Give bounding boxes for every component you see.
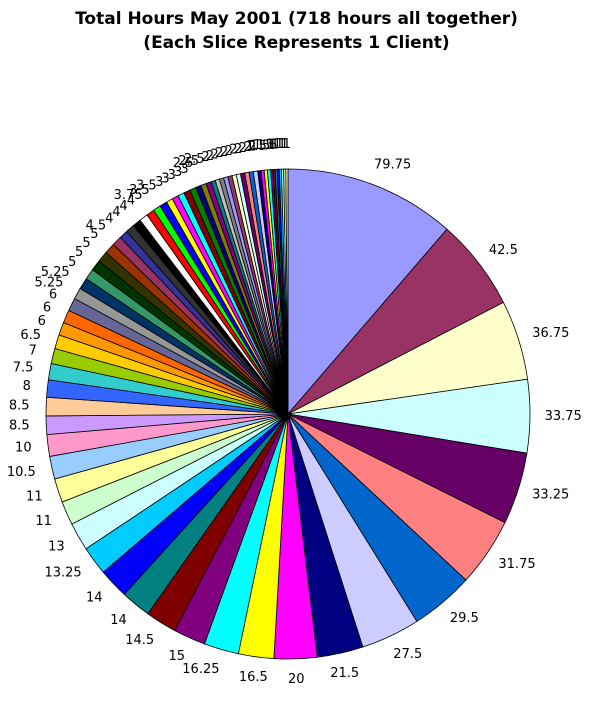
slice-label: 8.5 — [9, 398, 30, 413]
slice-label: 1 — [268, 138, 276, 153]
slice-label: 1 — [273, 137, 281, 152]
slice-label: 3.5 — [129, 183, 150, 198]
slice-label: 2 — [229, 143, 237, 158]
slice-label: 3 — [161, 171, 169, 186]
slice-label: 2 — [215, 146, 223, 161]
slice-label: 2.5 — [178, 154, 199, 169]
slice-label: 1.5 — [253, 138, 274, 153]
pie-slice — [287, 168, 448, 416]
slice-label: 36.75 — [532, 326, 569, 341]
slice-label: 33.75 — [545, 409, 582, 424]
slice-label: 14 — [110, 613, 127, 628]
slice-label: 4 — [119, 199, 127, 214]
slice-label: 6.5 — [20, 328, 41, 343]
slice-label: 21.5 — [330, 666, 359, 681]
slice-label: 20 — [288, 672, 305, 687]
chart-subtitle: (Each Slice Represents 1 Client) — [143, 33, 450, 53]
slice-label: 8 — [23, 379, 31, 394]
slice-label: 10.5 — [7, 465, 36, 480]
slice-label: 4 — [105, 212, 113, 227]
slice-label: 13.25 — [44, 566, 81, 581]
slice-label: 1 — [278, 137, 286, 152]
slice-label: 1 — [283, 137, 291, 152]
slice-label: 2 — [225, 144, 233, 159]
slice-label: 1 — [266, 138, 274, 153]
slice-label: 2 — [243, 140, 251, 155]
pie-labels: 79.7542.536.7533.7533.2531.7529.527.521.… — [7, 137, 582, 687]
slice-label: 1 — [271, 137, 279, 152]
slice-label: 1 — [275, 137, 283, 152]
slice-label: 5 — [68, 255, 76, 270]
slice-label: 2.5 — [184, 152, 205, 167]
slice-label: 2 — [201, 150, 209, 165]
slice-label: 6 — [38, 314, 46, 329]
slice-label: 1 — [280, 137, 288, 152]
slice-label: 5 — [82, 236, 90, 251]
pie-slice — [285, 168, 289, 415]
slice-label: 11 — [35, 514, 52, 529]
slice-label: 11 — [26, 490, 43, 505]
slice-label: 3 — [180, 162, 188, 177]
slice-label: 5.25 — [41, 265, 70, 280]
slice-label: 2 — [206, 149, 214, 164]
slice-label: 1.5 — [250, 139, 271, 154]
slice-label: 5 — [75, 245, 83, 260]
slice-label: 16.25 — [182, 662, 219, 677]
slice-label: 2.5 — [173, 156, 194, 171]
slice-label: 6 — [49, 288, 57, 303]
slice-label: 1.5 — [257, 138, 278, 153]
slice-label: 1.5 — [246, 139, 267, 154]
slice-label: 29.5 — [450, 611, 479, 626]
slice-label: 16.5 — [239, 670, 268, 685]
slice-label: 2 — [248, 139, 256, 154]
slice-label: 79.75 — [374, 158, 411, 173]
slice-label: 42.5 — [489, 243, 518, 258]
slice-label: 27.5 — [393, 647, 422, 662]
slice-label: 14 — [86, 591, 103, 606]
chart-title: Total Hours May 2001 (718 hours all toge… — [75, 9, 518, 29]
slice-label: 2 — [211, 147, 219, 162]
slice-label: 3 — [168, 168, 176, 183]
slice-label: 3 — [174, 165, 182, 180]
pie-slices — [45, 168, 531, 660]
slice-label: 3 — [155, 175, 163, 190]
slice-label: 3.75 — [114, 188, 143, 203]
slice-label: 7.5 — [13, 361, 34, 376]
slice-label: 2 — [220, 145, 228, 160]
slice-label: 33.25 — [532, 488, 569, 503]
slice-label: 8.5 — [9, 419, 30, 434]
slice-label: 4 — [127, 193, 135, 208]
slice-label: 14.5 — [125, 633, 154, 648]
slice-label: 15 — [168, 649, 185, 664]
slice-label: 3.5 — [136, 179, 157, 194]
slice-label: 31.75 — [498, 557, 535, 572]
slice-label: 13 — [48, 540, 65, 555]
slice-label: 4 — [112, 205, 120, 220]
slice-label: 10 — [15, 441, 32, 456]
slice-label: 2 — [234, 142, 242, 157]
slice-label: 5 — [90, 227, 98, 242]
slice-label: 4.5 — [86, 219, 107, 234]
slice-label: 7 — [29, 344, 37, 359]
slice-label: 5.25 — [34, 276, 63, 291]
slice-label: 2 — [239, 141, 247, 156]
slice-label: 6 — [43, 301, 51, 316]
